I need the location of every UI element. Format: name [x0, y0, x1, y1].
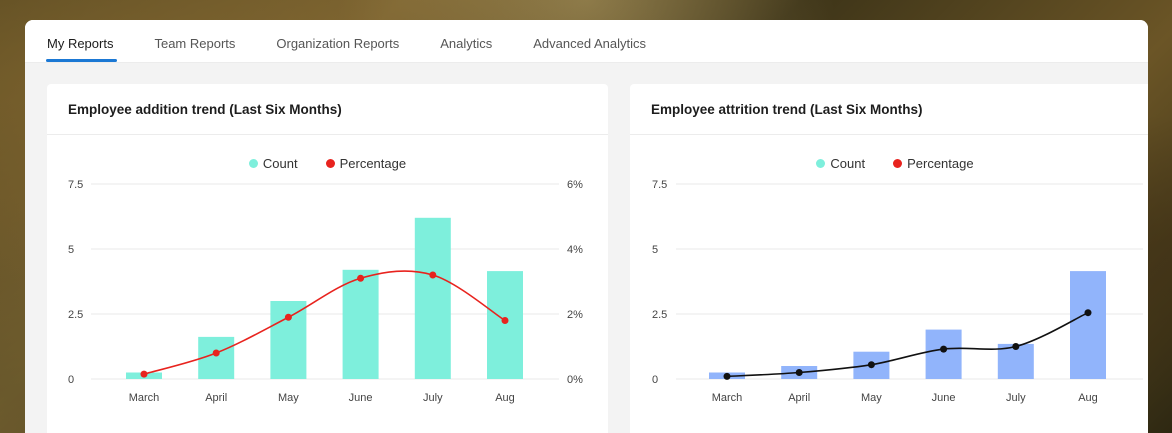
- line-point: [723, 372, 731, 380]
- bar: [414, 217, 451, 379]
- legend-item-count[interactable]: Count: [248, 156, 298, 171]
- y-tick-label: 2.5: [68, 309, 83, 321]
- line-series: [726, 311, 1089, 378]
- line-point: [795, 369, 803, 376]
- tab-bar: My Reports Team Reports Organization Rep…: [25, 20, 1148, 63]
- legend-dot: [893, 159, 903, 168]
- line-point: [1084, 309, 1092, 317]
- y2-tick-label: 6%: [567, 179, 583, 191]
- x-tick-label: May: [278, 392, 299, 404]
- line-point: [429, 271, 437, 279]
- line-point: [212, 349, 220, 357]
- x-tick-label: Aug: [1078, 392, 1098, 404]
- bar: [270, 301, 307, 379]
- line-point: [284, 313, 292, 321]
- y-tick-label: 0: [68, 374, 74, 386]
- addition-trend-card: Employee addition trend (Last Six Months…: [47, 84, 608, 433]
- legend-item-percentage[interactable]: Percentage: [893, 156, 974, 171]
- legend-dot: [816, 159, 826, 168]
- bar: [1070, 271, 1106, 379]
- x-tick-label: July: [423, 392, 443, 404]
- tab-my-reports[interactable]: My Reports: [45, 36, 118, 62]
- addition-trend-chart: 0 2.5 5 7.5 0% 2% 4% 6% March April May June July Aug: [68, 179, 583, 404]
- y2-tick-label: 0%: [567, 374, 583, 386]
- card-title: Employee attrition trend (Last Six Month…: [630, 84, 1148, 135]
- legend-item-percentage[interactable]: Percentage: [325, 156, 407, 171]
- y2-tick-label: 2%: [567, 309, 583, 321]
- x-tick-label: March: [712, 392, 743, 404]
- chart-legend: Count Percentage: [47, 156, 608, 171]
- x-tick-label: July: [1006, 392, 1026, 404]
- line-point: [140, 370, 148, 378]
- x-tick-label: June: [349, 392, 373, 404]
- y-tick-label: 7.5: [68, 179, 83, 191]
- x-tick-label: June: [932, 392, 956, 404]
- reports-panel: My Reports Team Reports Organization Rep…: [25, 20, 1148, 433]
- y-tick-label: 2.5: [652, 309, 667, 321]
- y-tick-label: 0: [652, 374, 658, 386]
- line-point: [867, 361, 875, 369]
- x-tick-label: Aug: [495, 392, 515, 404]
- attrition-trend-chart: 0 2.5 5 7.5 March April May June July Aug: [652, 179, 1143, 404]
- tab-advanced-analytics[interactable]: Advanced Analytics: [533, 36, 646, 51]
- attrition-trend-card: Employee attrition trend (Last Six Month…: [630, 84, 1148, 433]
- card-title: Employee addition trend (Last Six Months…: [47, 84, 608, 135]
- line-point: [501, 317, 509, 324]
- bar: [925, 329, 962, 379]
- line-series: [143, 270, 506, 375]
- x-tick-label: March: [129, 392, 160, 404]
- y-tick-label: 7.5: [652, 179, 667, 191]
- y-tick-label: 5: [68, 244, 74, 256]
- chart-legend: Count Percentage: [630, 156, 1148, 171]
- legend-label: Percentage: [339, 156, 407, 171]
- tab-team-reports[interactable]: Team Reports: [154, 36, 236, 51]
- legend-label: Count: [262, 156, 298, 171]
- legend-label: Count: [830, 156, 866, 171]
- bar: [487, 271, 523, 379]
- legend-item-count[interactable]: Count: [816, 156, 865, 171]
- x-tick-label: April: [788, 392, 810, 404]
- y2-tick-label: 4%: [567, 244, 583, 256]
- legend-label: Percentage: [907, 156, 974, 171]
- bar: [342, 269, 379, 379]
- legend-dot: [248, 159, 258, 168]
- legend-dot: [325, 159, 335, 168]
- tab-organization-reports[interactable]: Organization Reports: [276, 36, 400, 51]
- x-tick-label: April: [205, 392, 227, 404]
- y-tick-label: 5: [652, 244, 658, 256]
- line-point: [357, 274, 365, 282]
- tab-analytics[interactable]: Analytics: [440, 36, 493, 51]
- line-point: [940, 345, 948, 353]
- line-point: [1012, 343, 1020, 350]
- x-tick-label: May: [861, 392, 882, 404]
